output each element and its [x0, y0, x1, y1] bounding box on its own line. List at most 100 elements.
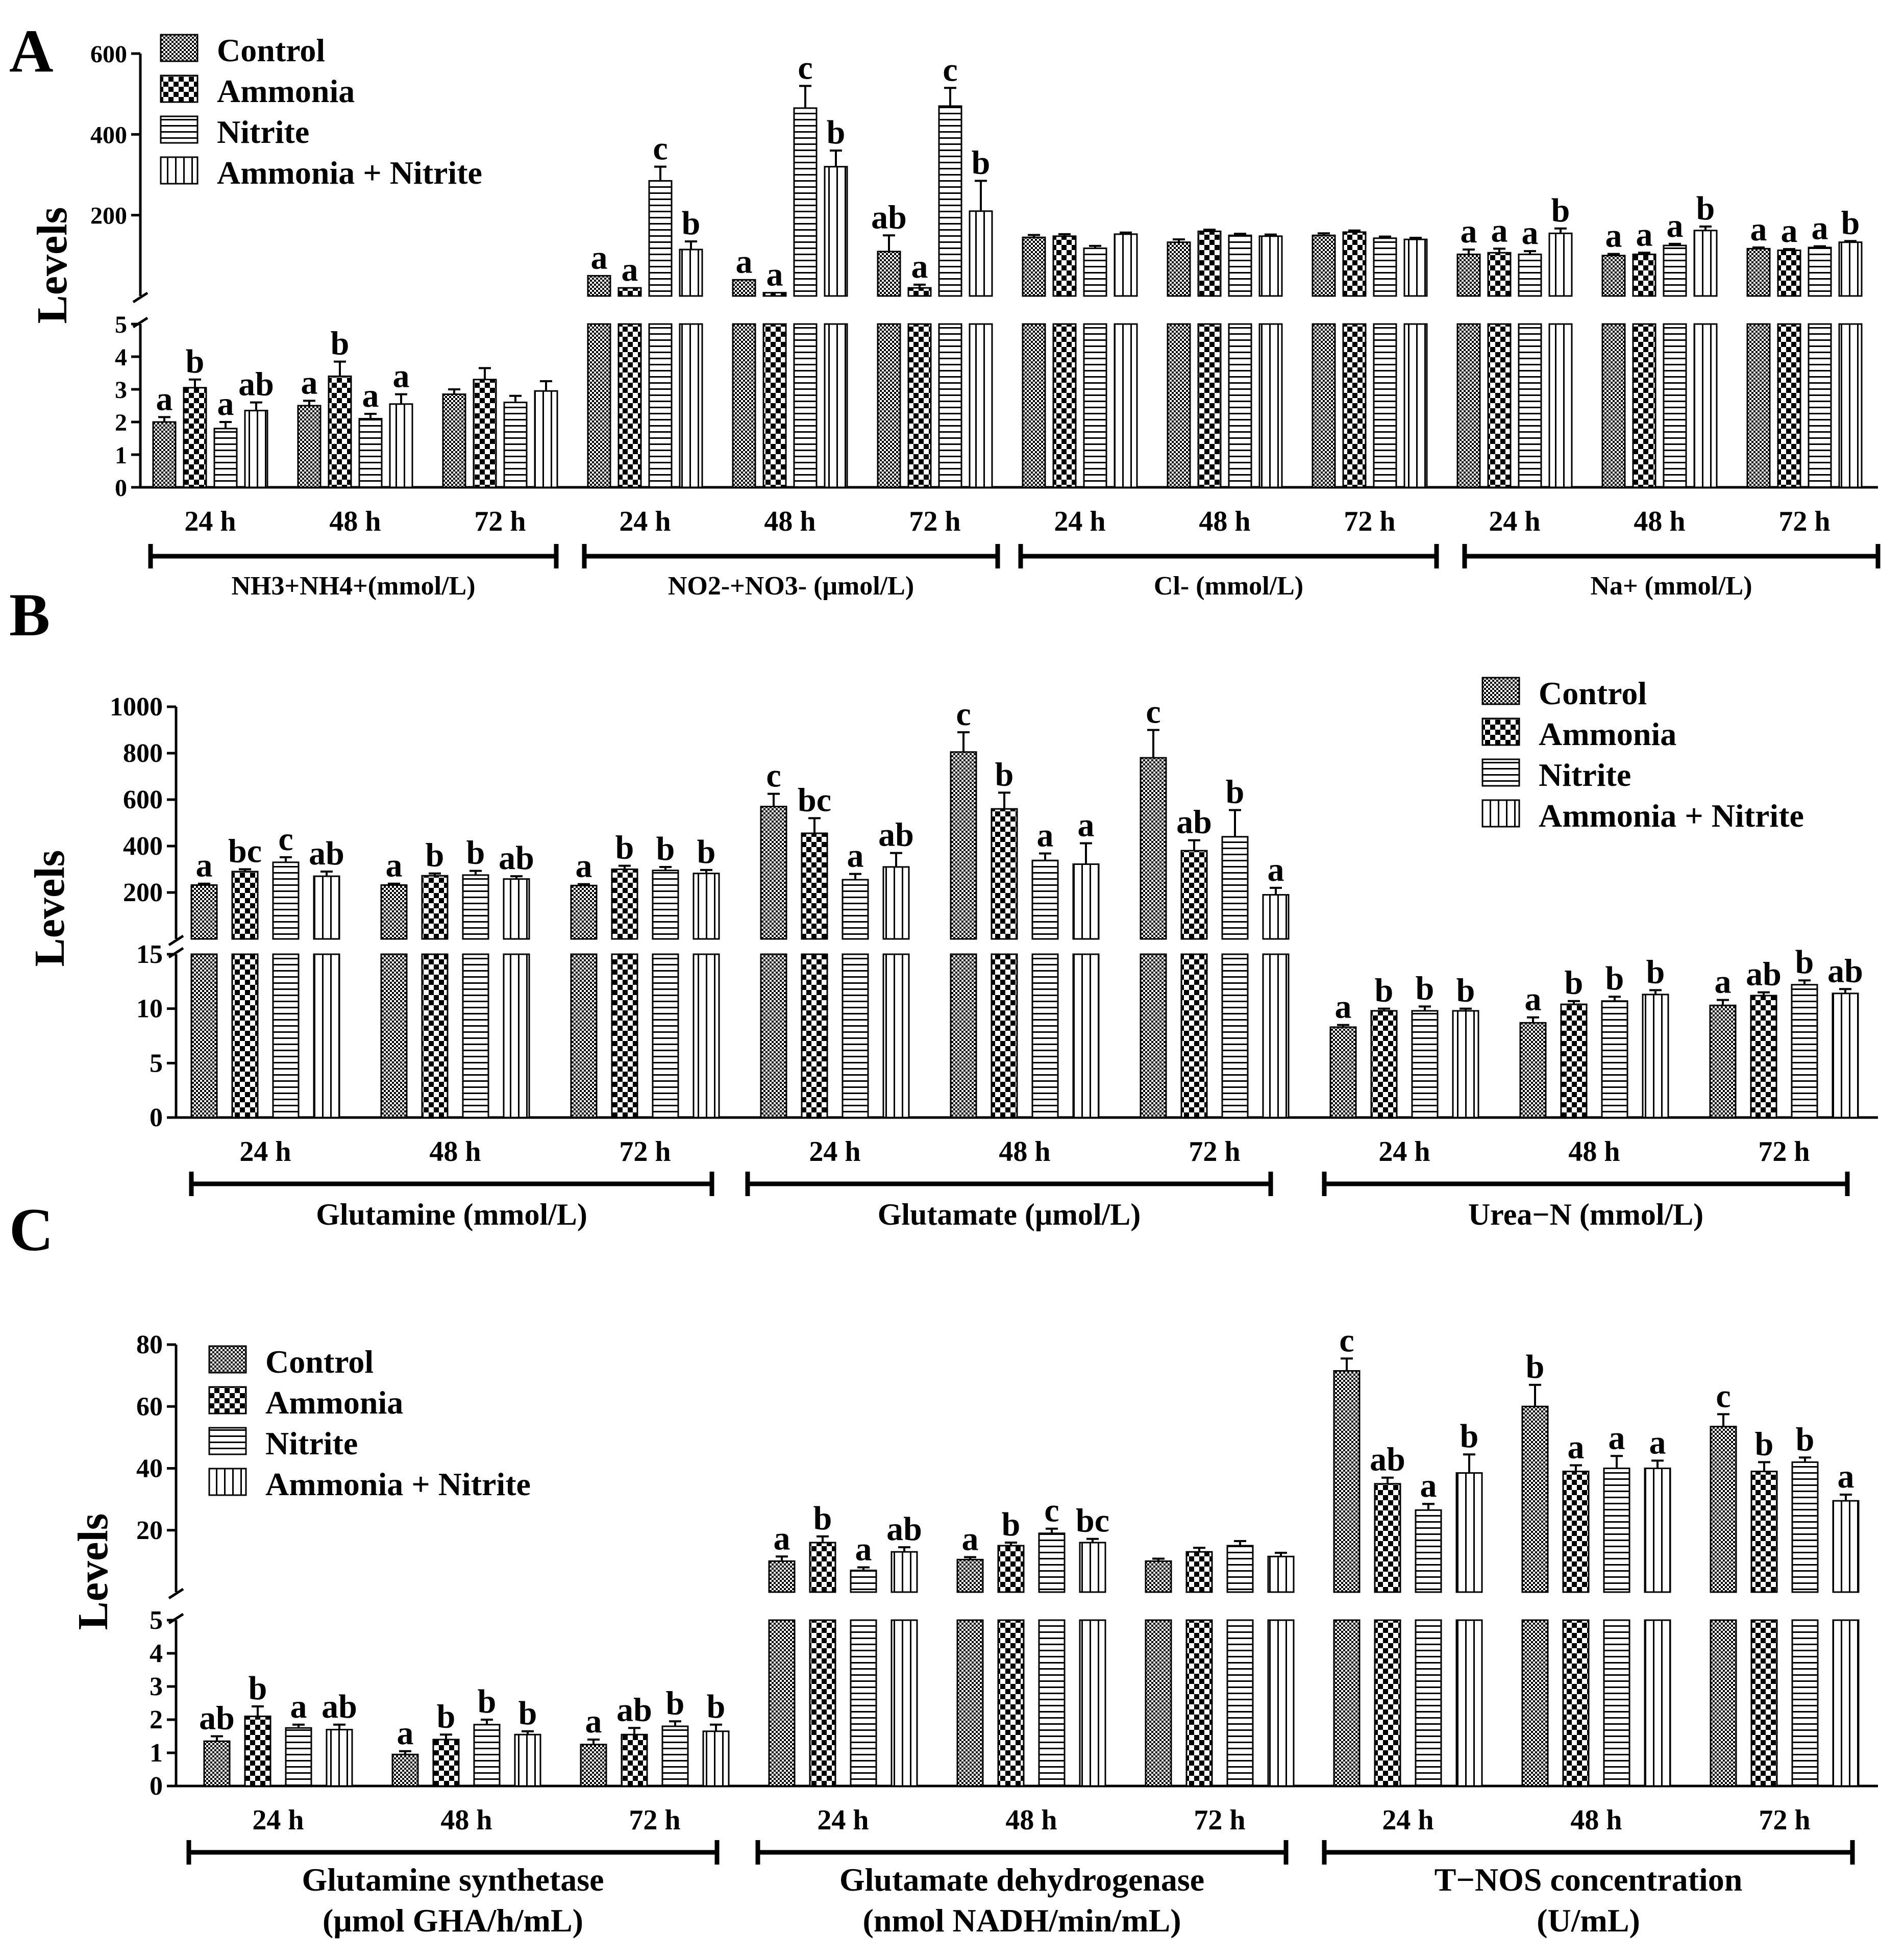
significance-letter: a	[290, 1688, 307, 1725]
bar-lower-ammonia-nitrite	[1548, 323, 1573, 488]
x-tick-label: 24 h	[817, 1804, 869, 1836]
significance-letter: c	[766, 757, 781, 795]
significance-letter: a	[1667, 207, 1684, 244]
bar-ammonia	[1562, 1471, 1590, 1593]
group-label: Glutamate (μmol/L)	[878, 1198, 1141, 1231]
significance-letter: b	[813, 1500, 832, 1537]
bar-ammonia	[617, 287, 642, 297]
legend-label-control: Control	[1539, 675, 1647, 711]
bar-control	[1709, 1004, 1737, 1119]
bar-lower-ammonia	[997, 1619, 1025, 1787]
bar-lower-ammonia-nitrite	[693, 953, 720, 1119]
significance-letter: b	[1795, 944, 1814, 981]
legend-swatch-ammonia-nitrite	[160, 156, 199, 185]
bar-lower-nitrite	[1221, 953, 1249, 1119]
bar-lower-ammonia	[1777, 323, 1801, 488]
bar-lower-nitrite	[1038, 1619, 1066, 1787]
y-tick-label: 800	[123, 739, 163, 768]
significance-letter: bc	[798, 781, 831, 818]
bar-ammonia	[473, 379, 497, 488]
bar-ammonia-nitrite	[514, 1733, 541, 1787]
bar-lower-nitrite	[1415, 1619, 1442, 1787]
bar-lower-nitrite	[1808, 323, 1832, 488]
bar-ammonia-nitrite	[313, 875, 340, 940]
significance-letter: bc	[228, 833, 262, 870]
bar-control	[203, 1740, 231, 1787]
legend-swatch-control	[1481, 677, 1520, 705]
bar-control	[1521, 1405, 1549, 1593]
bar-nitrite	[1031, 859, 1059, 940]
bar-nitrite	[1791, 1461, 1819, 1593]
significance-letter: ab	[616, 1691, 652, 1728]
bar-ammonia-nitrite	[1452, 1010, 1479, 1119]
bar-lower-control	[1312, 323, 1336, 488]
bar-lower-control	[1521, 1619, 1549, 1787]
bar-control	[950, 751, 977, 940]
significance-letter: b	[1646, 953, 1665, 990]
y-tick-label: 2	[150, 1705, 163, 1734]
y-tick-label: 40	[136, 1454, 163, 1483]
bar-nitrite	[1518, 253, 1542, 297]
bar-nitrite	[1603, 1468, 1630, 1593]
bar-nitrite	[213, 428, 238, 488]
x-tick-label: 72 h	[1759, 1804, 1810, 1836]
y-tick-label: 80	[136, 1330, 163, 1359]
x-tick-label: 48 h	[329, 506, 381, 537]
bar-nitrite	[1226, 1545, 1254, 1593]
bar-ammonia	[1487, 252, 1512, 297]
significance-letter: c	[956, 696, 971, 733]
bar-lower-ammonia	[1342, 323, 1367, 488]
legend-label-ammonia: Ammonia	[1539, 716, 1676, 752]
group-label: Glutamine (mmol/L)	[316, 1198, 587, 1231]
bar-control	[380, 884, 408, 940]
significance-letter: a	[1605, 217, 1622, 255]
bar-control	[1746, 247, 1771, 297]
y-tick-label: 0	[150, 1772, 163, 1801]
axis-break-mark	[132, 316, 149, 329]
x-tick-label: 48 h	[764, 506, 815, 537]
y-tick-label: 1	[150, 1739, 163, 1768]
bar-ammonia	[244, 1716, 271, 1787]
bar-ammonia	[762, 292, 787, 297]
y-tick-label: 600	[123, 785, 163, 814]
bar-ammonia	[1370, 1010, 1398, 1119]
bar-ammonia	[1185, 1551, 1213, 1593]
x-tick-label: 72 h	[1758, 1136, 1810, 1168]
bar-lower-nitrite	[1518, 323, 1542, 488]
bar-lower-ammonia-nitrite	[1267, 1619, 1295, 1787]
bar-ammonia-nitrite	[1644, 1468, 1671, 1593]
significance-letter: b	[682, 205, 701, 242]
bar-nitrite	[1411, 1010, 1439, 1119]
panel-b-ylabel: Levels	[26, 850, 73, 967]
bar-lower-control	[1145, 1619, 1172, 1787]
x-tick-label: 48 h	[1199, 506, 1250, 537]
significance-letter: a	[1636, 216, 1653, 253]
significance-letter: a	[1522, 214, 1539, 252]
significance-letter: ab	[199, 1700, 235, 1737]
bar-lower-control	[587, 323, 611, 488]
x-tick-label: 48 h	[1568, 1136, 1620, 1168]
significance-letter: ab	[1746, 956, 1782, 993]
bar-control	[1312, 234, 1336, 297]
x-tick-label: 48 h	[440, 1804, 492, 1836]
axis-break-mark	[132, 291, 149, 304]
y-tick-label: 200	[90, 203, 127, 230]
bar-lower-control	[950, 953, 977, 1119]
significance-letter: b	[186, 343, 205, 380]
x-tick-label: 72 h	[629, 1804, 680, 1836]
bar-ammonia	[183, 387, 207, 488]
significance-letter: a	[855, 1531, 872, 1568]
bar-ammonia-nitrite	[1258, 235, 1283, 297]
significance-letter: a	[1838, 1458, 1854, 1495]
bar-ammonia	[1342, 231, 1367, 297]
bar-control	[442, 393, 466, 488]
y-tick-label: 20	[136, 1516, 163, 1545]
legend-swatch-ammonia-nitrite	[208, 1468, 247, 1496]
bar-lower-control	[1746, 323, 1771, 488]
bar-lower-ammonia-nitrite	[1832, 1619, 1860, 1787]
group-label: Urea−N (mmol/L)	[1468, 1198, 1703, 1231]
significance-letter: b	[1526, 1348, 1545, 1385]
bar-control	[1710, 1426, 1737, 1593]
legend-swatch-nitrite	[160, 115, 199, 144]
